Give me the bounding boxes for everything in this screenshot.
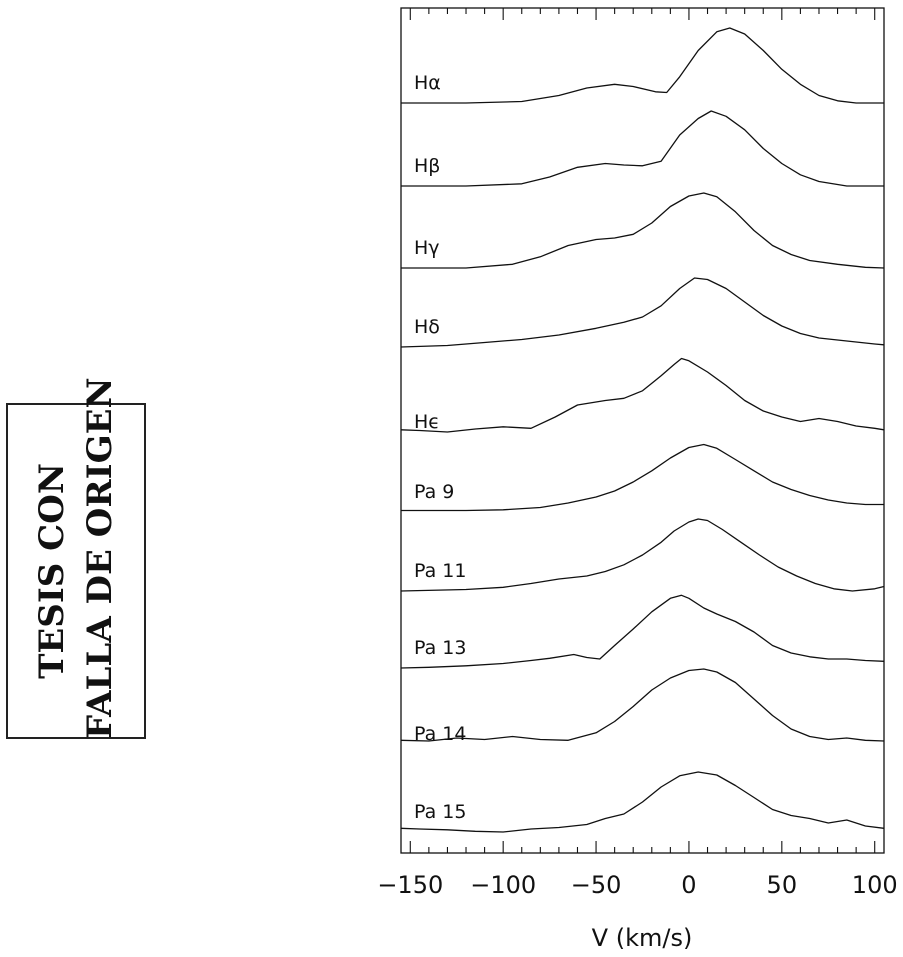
plot-frame (400, 7, 885, 854)
x-tick-label: 50 (767, 871, 798, 899)
series-label-8: Pa 13 (414, 637, 466, 659)
profile-line-9 (400, 668, 885, 742)
profile-line-2 (401, 110, 884, 187)
series-label-2: Hβ (414, 155, 440, 177)
series-label-1: Hα (414, 72, 441, 94)
series-label-7: Pa 11 (414, 560, 466, 582)
series-label-5: Hϵ (414, 411, 440, 433)
profile-line-1 (401, 27, 884, 104)
series-label-4: Hδ (414, 316, 440, 338)
x-tick-label: −150 (377, 871, 443, 899)
x-tick-labels: −150 −100 −50 0 50 100 (377, 871, 897, 899)
profile-line-10 (400, 771, 885, 833)
stamp-text: TESIS CON FALLA DE ORIGEN (28, 377, 124, 739)
axis-ticks (409, 8, 876, 853)
profiles-group: Hα Hβ Hγ Hδ Hϵ Pa 9 Pa 11 Pa 13 Pa 14 Pa 15 (400, 27, 885, 833)
stamp-line-1: TESIS CON (32, 463, 72, 679)
profile-line-4 (400, 277, 885, 348)
profile-line-6 (401, 443, 884, 512)
series-label-3: Hγ (414, 237, 440, 259)
x-tick-label: −50 (571, 871, 622, 899)
stamp-line-2: FALLA DE ORIGEN (80, 377, 120, 739)
x-tick-label: 0 (681, 871, 696, 899)
series-label-9: Pa 14 (414, 723, 466, 745)
profile-line-7 (400, 518, 885, 592)
x-tick-label: 100 (852, 871, 898, 899)
stamp: TESIS CON FALLA DE ORIGEN (6, 377, 146, 739)
profile-line-8 (400, 594, 885, 669)
x-axis-label: V (km/s) (592, 924, 693, 952)
profile-line-5 (400, 357, 885, 433)
series-label-10: Pa 15 (414, 801, 466, 823)
series-label-6: Pa 9 (414, 481, 454, 503)
x-tick-label: −100 (470, 871, 536, 899)
profile-line-3 (401, 192, 885, 269)
